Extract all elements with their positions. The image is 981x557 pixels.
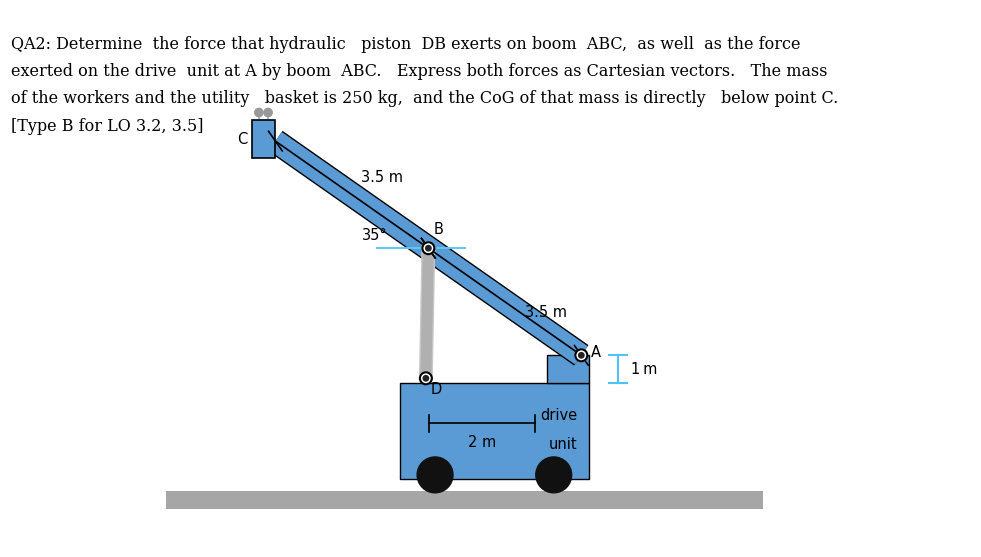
Text: unit: unit	[549, 437, 578, 452]
Bar	[400, 383, 589, 480]
Text: [Type B for LO 3.2, 3.5]: [Type B for LO 3.2, 3.5]	[11, 118, 203, 135]
Text: 3.5 m: 3.5 m	[361, 170, 403, 185]
Circle shape	[423, 242, 435, 254]
Text: D: D	[431, 382, 441, 397]
Text: exerted on the drive  unit at A by boom  ABC.   Express both forces as Cartesian: exerted on the drive unit at A by boom A…	[11, 63, 828, 80]
Circle shape	[255, 109, 263, 116]
Text: of the workers and the utility   basket is 250 kg,  and the CoG of that mass is : of the workers and the utility basket is…	[11, 90, 839, 108]
Text: B: B	[434, 222, 443, 237]
Circle shape	[420, 372, 432, 384]
Circle shape	[417, 457, 453, 493]
Text: 3.5 m: 3.5 m	[525, 305, 567, 320]
Circle shape	[579, 353, 584, 358]
Text: 2 m: 2 m	[468, 436, 496, 451]
Bar	[547, 355, 589, 383]
Circle shape	[423, 375, 429, 381]
Circle shape	[264, 109, 272, 116]
Circle shape	[536, 457, 572, 493]
Text: drive: drive	[541, 408, 578, 423]
Text: C: C	[237, 132, 248, 146]
Bar	[166, 491, 763, 509]
Circle shape	[575, 349, 588, 361]
Text: 35°: 35°	[362, 228, 387, 243]
Text: QA2: Determine  the force that hydraulic   piston  DB exerts on boom  ABC,  as w: QA2: Determine the force that hydraulic …	[11, 36, 800, 53]
Text: 1 m: 1 m	[631, 361, 657, 377]
Circle shape	[426, 246, 431, 251]
Bar	[252, 120, 276, 159]
Text: A: A	[591, 345, 600, 360]
